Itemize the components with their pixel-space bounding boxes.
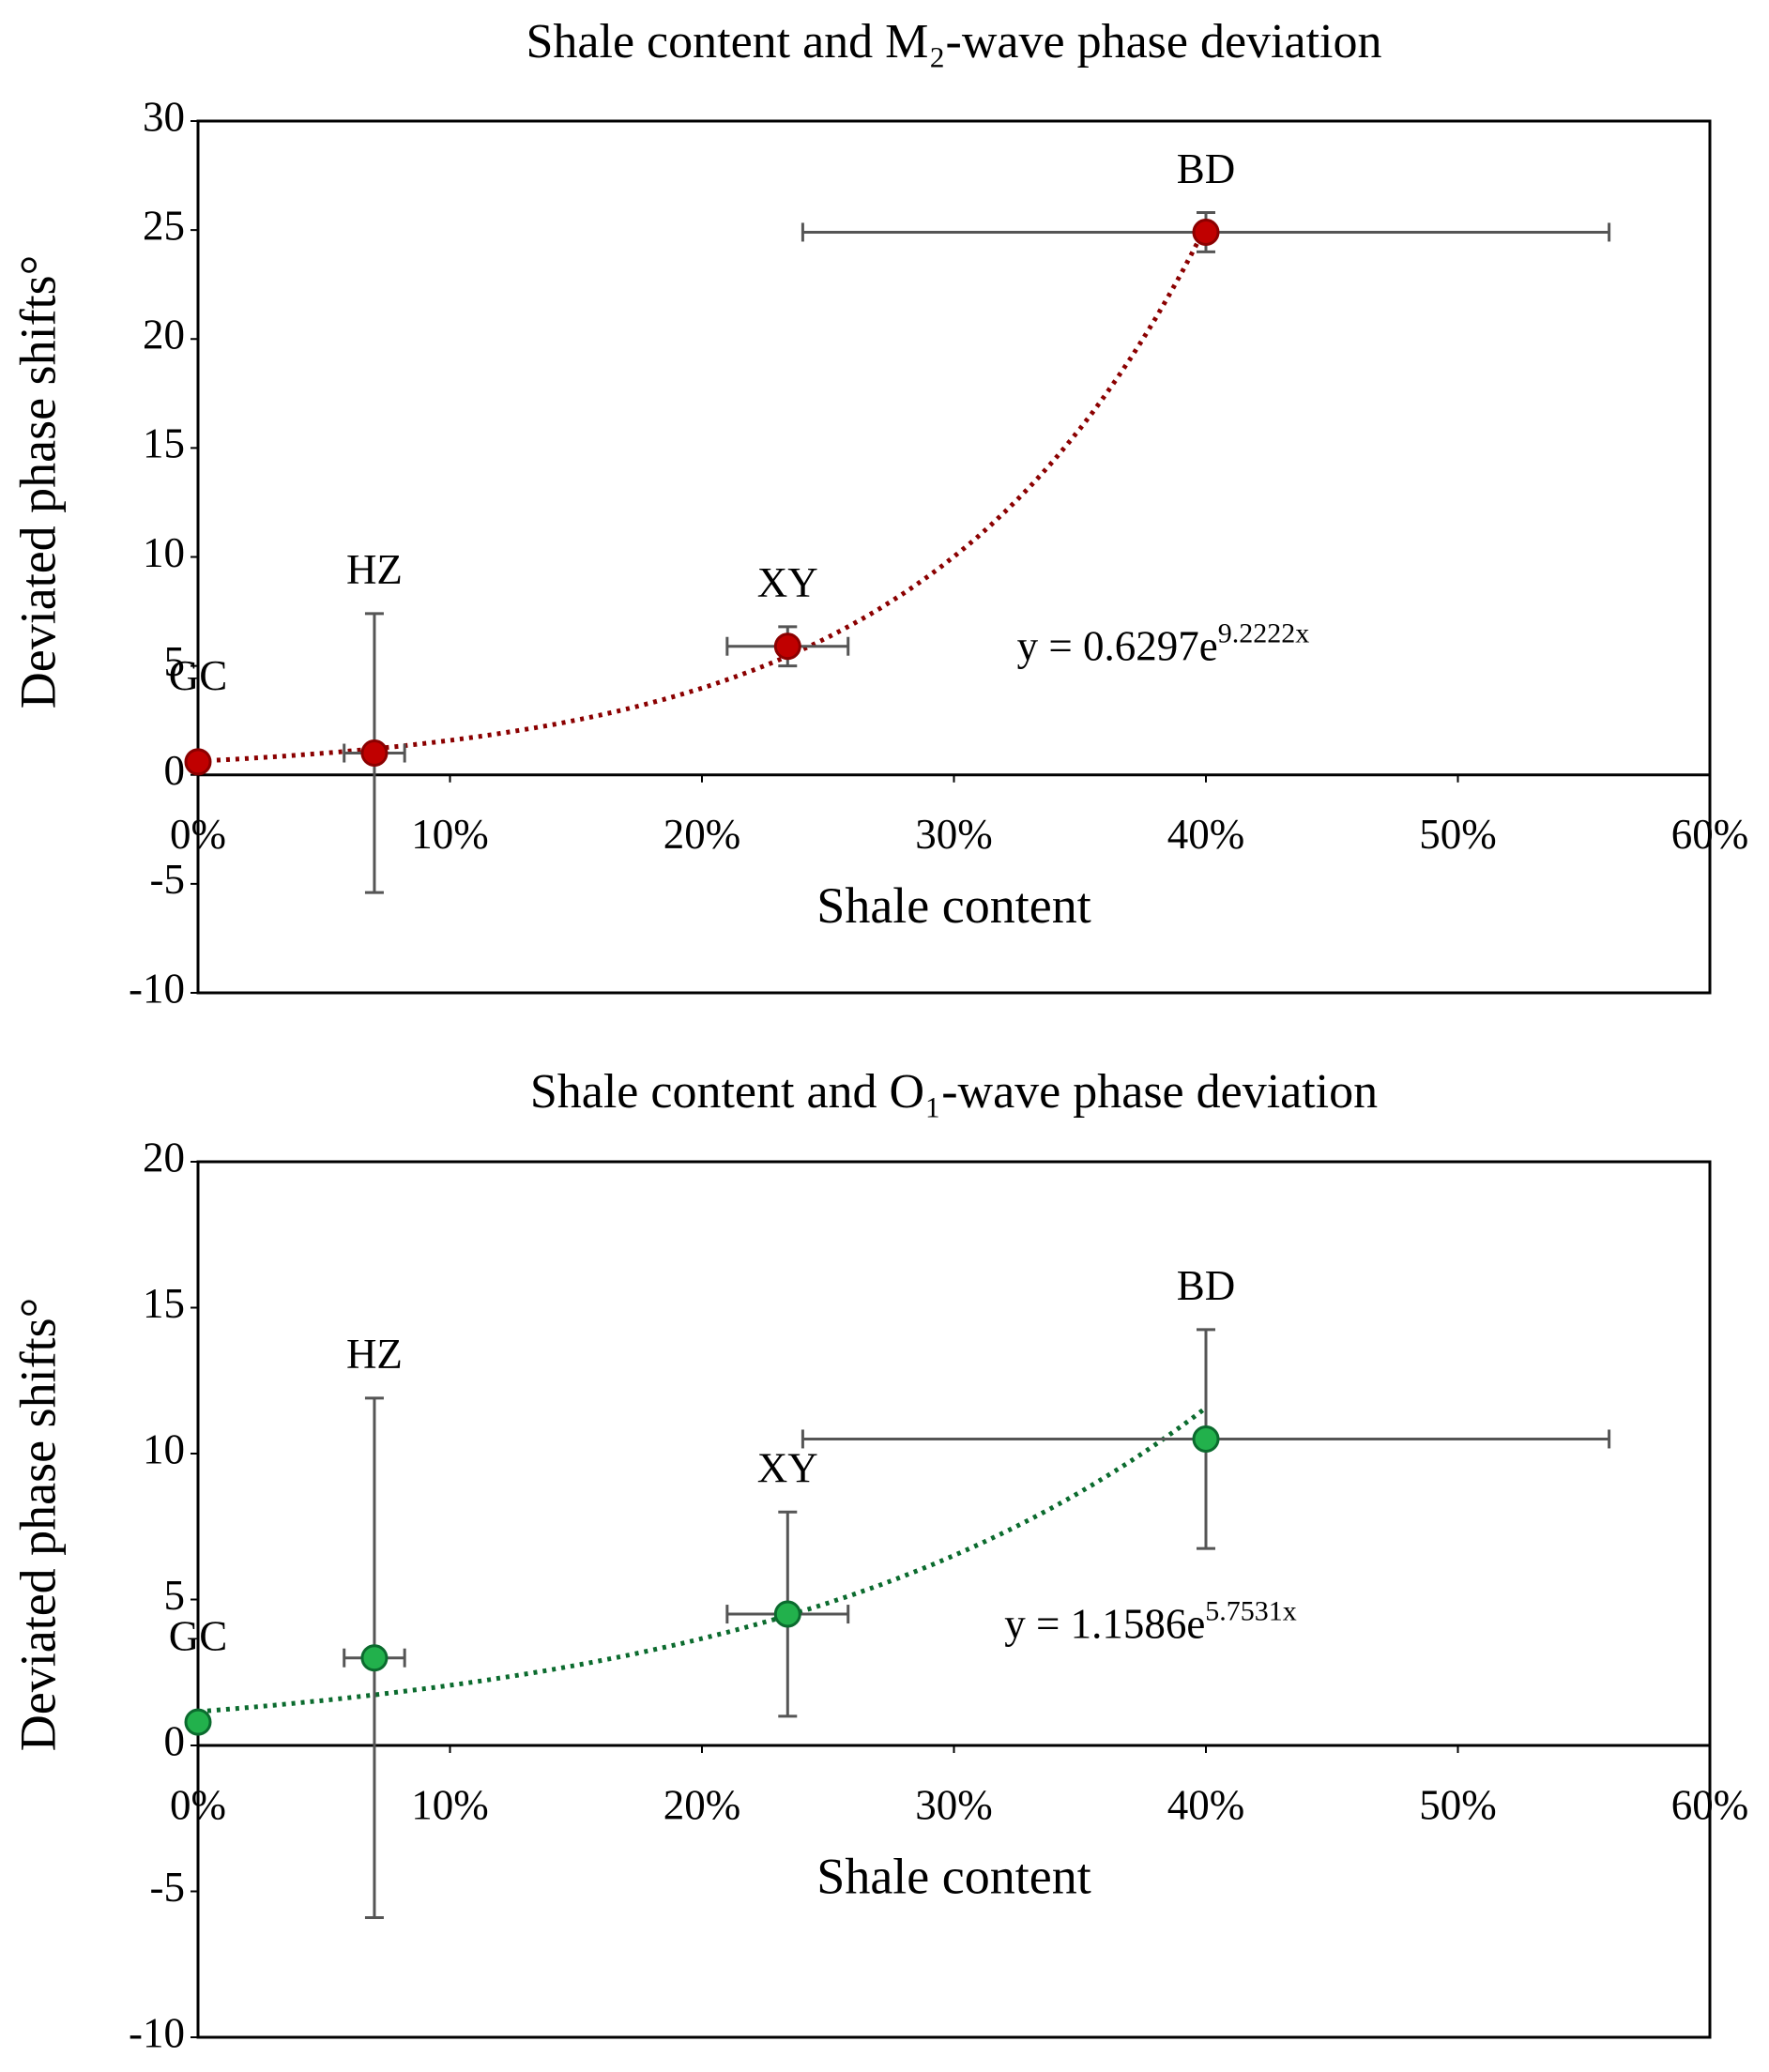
equation-exponent: 9.2222x [1218,617,1310,648]
y-tick-label: 25 [143,202,185,249]
y-tick-label: 5 [164,1572,186,1619]
point-label: HZ [346,1331,403,1378]
equation-exponent: 5.7531x [1205,1595,1297,1626]
point [773,632,801,661]
point-label: HZ [346,546,403,593]
point-label: BD [1177,1262,1236,1309]
point-label: GC [169,652,228,699]
x-tick-label: 10% [411,1781,489,1828]
x-tick-label: 60% [1671,1781,1749,1828]
point [1192,218,1220,246]
x-axis-label: Shale content [816,1848,1090,1904]
trendline-equation: y = 0.6297e9.2222x [1017,617,1310,669]
y-axis-label: Deviated phase shifts° [9,1298,66,1751]
x-tick-label: 20% [663,1781,741,1828]
y-tick-label: -5 [150,856,186,903]
equation-base: y = 0.6297e [1017,623,1218,670]
y-tick-label: -5 [150,1864,186,1911]
point [184,1708,212,1736]
trendline [197,224,1209,764]
trendline [197,1406,1208,1714]
y-tick-label: -10 [129,2009,185,2056]
point-label: XY [757,1445,818,1492]
x-tick-label: 0% [170,811,226,858]
y-tick-label: 0 [164,1717,186,1764]
point [360,1644,389,1672]
y-axis-label: Deviated phase shifts° [9,255,66,708]
y-tick-label: 15 [143,420,185,467]
trendline-equation: y = 1.1586e5.7531x [1004,1595,1297,1647]
x-tick-label: 40% [1167,811,1245,858]
x-axis-label: Shale content [816,877,1090,934]
y-tick-label: 0 [164,747,186,794]
point-label: XY [757,559,818,606]
point [184,748,212,776]
y-tick-label: 30 [143,93,185,140]
equation-base: y = 1.1586e [1004,1601,1205,1648]
plot-frame [196,119,1712,995]
x-tick-label: 10% [411,811,489,858]
y-tick-label: 20 [143,1134,185,1181]
y-tick-label: -10 [129,965,185,1012]
y-tick-label: 5 [164,638,186,685]
y-tick-label: 20 [143,312,185,358]
y-tick-label: 10 [143,529,185,576]
x-tick-label: 30% [915,1781,993,1828]
x-tick-label: 30% [915,811,993,858]
x-tick-label: 60% [1671,811,1749,858]
x-tick-label: 20% [663,811,741,858]
point-label: BD [1177,145,1236,192]
x-tick-label: 50% [1419,811,1497,858]
point [773,1600,801,1628]
y-tick-label: 15 [143,1280,185,1327]
chart-title: Shale content and O₁-wave phase deviatio… [530,1065,1378,1119]
point [1192,1424,1220,1453]
plot-frame [196,1160,1712,2039]
y-tick-label: 10 [143,1425,185,1472]
point-label: GC [169,1612,228,1659]
x-tick-label: 0% [170,1781,226,1828]
x-tick-label: 50% [1419,1781,1497,1828]
chart-title: Shale content and M₂-wave phase deviatio… [526,15,1382,69]
x-tick-label: 40% [1167,1781,1245,1828]
point [360,739,389,768]
